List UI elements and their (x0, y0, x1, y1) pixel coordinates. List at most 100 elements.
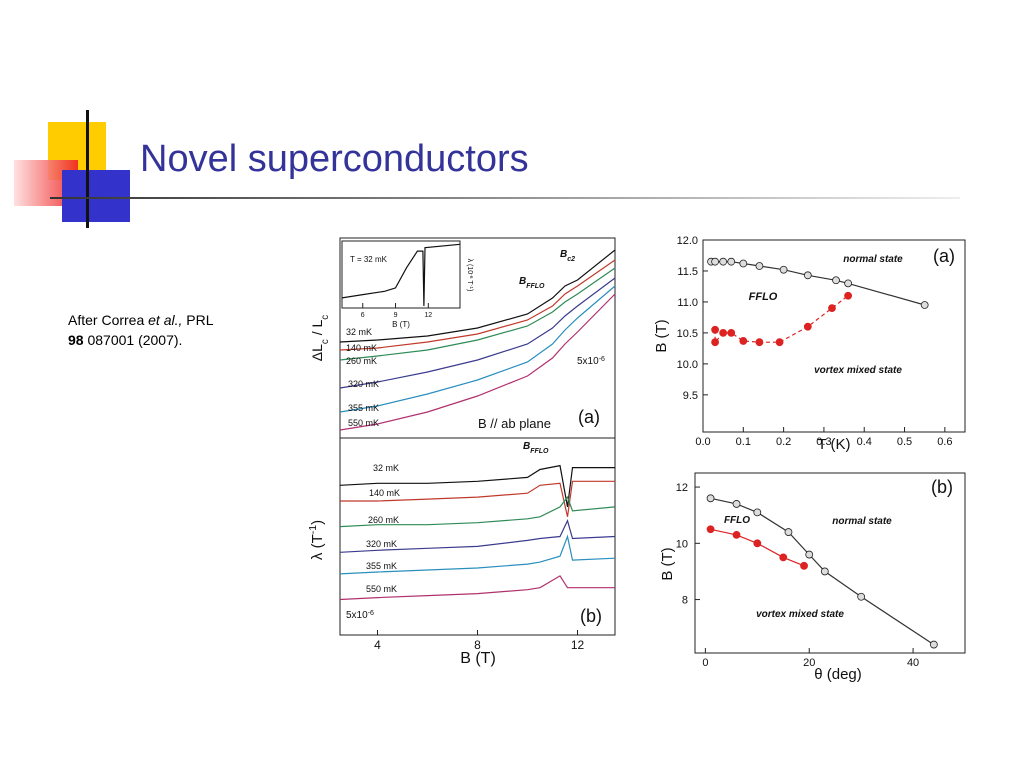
y-tick-label: 12 (676, 482, 688, 494)
label-part: -6 (599, 356, 605, 363)
label-part: -6 (469, 274, 475, 279)
annotation: 5x10-6 (346, 610, 374, 622)
y-tick-label: 12.0 (677, 235, 698, 247)
y-tick-label: 11.5 (677, 266, 698, 278)
y-tick-label: 10.5 (677, 328, 698, 340)
y-tick-label: 9.5 (683, 390, 698, 402)
curve-label: 355 mK (366, 561, 397, 571)
curve-label: 140 mK (346, 343, 377, 353)
chart: 0 20 40 8 10 12 (676, 472, 966, 669)
x-tick-label: 0.0 (695, 436, 710, 448)
curve-label: 32 mK (373, 463, 399, 473)
x-tick-label: 0 (702, 657, 708, 669)
series-line (341, 243, 461, 307)
x-axis-label: B (T) (460, 650, 496, 667)
data-point (732, 500, 741, 508)
citation-text: 087001 (2007). (87, 332, 183, 348)
x-axis-label: B (T) (392, 320, 410, 329)
data-point (803, 322, 812, 331)
chart: 6 9 12 (341, 240, 461, 319)
data-point (719, 257, 728, 266)
chart: 32 mK 140 mK 260 mK 320 mK 355 mK 550 mK (339, 237, 616, 439)
curve-label: 260 mK (346, 356, 377, 366)
label-part: -1 (469, 285, 475, 290)
label-part: FFLO (526, 283, 545, 290)
curve-label: 320 mK (366, 539, 397, 549)
data-point (727, 257, 736, 266)
chart: 0.0 0.1 0.2 0.3 0.4 0.5 0.6 9.5 10.0 10.5 11.0 11.5… (677, 235, 966, 448)
label-part: ) (309, 520, 326, 525)
x-tick-label: 40 (907, 657, 919, 669)
series-line (714, 295, 849, 344)
label-part: λ (T (309, 534, 326, 560)
x-tick-label: 0.6 (937, 436, 952, 448)
data-point (732, 530, 741, 539)
annotation: (b) (931, 477, 953, 497)
citation-text: After Correa (68, 312, 145, 328)
label-part: FFLO (530, 448, 549, 455)
data-point (820, 567, 829, 576)
annotation: FFLO (724, 515, 750, 526)
annotation: vortex mixed state (756, 609, 844, 620)
curve-label: 355 mK (348, 403, 379, 413)
label-part: T (466, 278, 473, 285)
y-tick-label: 10 (676, 538, 688, 550)
annotation: BFFLO (523, 441, 549, 455)
data-point (832, 276, 840, 285)
x-tick-label: 0.5 (897, 436, 912, 448)
y-axis-label: B (T) (653, 319, 670, 352)
y-tick-label: 10.0 (677, 359, 698, 371)
data-point (920, 301, 929, 309)
y-axis-label: ΔLc / Lc (309, 315, 331, 362)
annotation: vortex mixed state (814, 365, 902, 376)
x-tick-label: 8 (474, 638, 481, 652)
citation: After Correa et al., PRL 98 087001 (2007… (68, 310, 214, 350)
curve-label: 260 mK (368, 515, 399, 525)
label-part: c2 (567, 256, 575, 263)
label-part: B (519, 276, 526, 287)
data-point (727, 329, 736, 337)
y-tick-label: 8 (682, 595, 688, 607)
label-part: ΔL (309, 344, 325, 361)
chart: 4 8 12 32 mK 140 mK 260 mK 320 mK 355 mK 550 mK (339, 437, 616, 652)
series-line (339, 259, 616, 351)
data-point (844, 291, 853, 300)
citation-text: PRL (186, 312, 214, 328)
series-line (339, 285, 616, 413)
label-part: B (560, 249, 567, 260)
x-tick-label: 0.4 (857, 436, 872, 448)
data-point (800, 561, 808, 570)
data-point (755, 262, 764, 270)
citation-italic: et al., (148, 312, 183, 328)
data-point (844, 279, 853, 288)
x-axis-label: θ (deg) (814, 666, 862, 683)
x-tick-label: 0.2 (776, 436, 791, 448)
slide-title: Novel superconductors (140, 138, 529, 180)
data-point (803, 271, 812, 280)
curve-label: 550 mK (366, 584, 397, 594)
citation-volume: 98 (68, 332, 84, 348)
label-part: B (523, 441, 530, 452)
annotation: FFLO (749, 291, 778, 303)
data-point (739, 337, 748, 345)
data-point (739, 259, 748, 268)
series-line (339, 249, 616, 343)
x-tick-label: 9 (394, 312, 398, 319)
annotation: B // ab plane (478, 416, 551, 431)
data-point (828, 304, 836, 313)
y-axis-label: B (T) (659, 547, 676, 580)
plot-frame (702, 239, 966, 433)
data-point (711, 325, 719, 334)
plot-frame (694, 472, 966, 654)
label-part: c (320, 339, 331, 344)
data-point (805, 550, 814, 559)
x-tick-label: 0.1 (736, 436, 751, 448)
label-part: c (320, 315, 331, 320)
y-axis-label: λ (10-6 T-1) (466, 259, 475, 292)
annotation: BFFLO (519, 276, 545, 290)
data-point (784, 528, 793, 536)
data-point (753, 508, 762, 517)
data-point (857, 592, 866, 601)
